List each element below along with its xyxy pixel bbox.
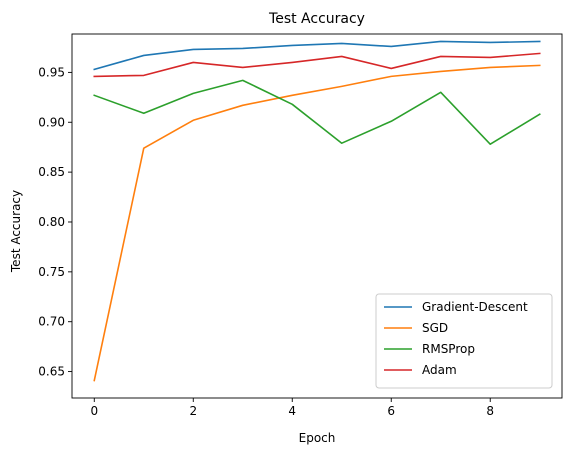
x-axis-label: Epoch xyxy=(299,431,336,445)
series-line-sgd xyxy=(93,64,541,382)
y-tick-label: 0.90 xyxy=(38,115,65,129)
series-line-adam xyxy=(93,52,541,78)
plot-frame xyxy=(71,33,563,399)
legend: Gradient-Descent SGD RMSProp Adam xyxy=(375,293,553,389)
legend-box xyxy=(375,293,553,389)
x-tick-label: 4 xyxy=(288,404,296,418)
legend-label-sgd: SGD xyxy=(422,321,448,335)
x-tick-label: 0 xyxy=(90,404,98,418)
chart-title: Test Accuracy xyxy=(268,11,365,27)
y-tick-label: 0.80 xyxy=(38,215,65,229)
y-tick-label: 0.70 xyxy=(38,315,65,329)
y-tick-label: 0.75 xyxy=(38,265,65,279)
legend-label-rmsprop: RMSProp xyxy=(422,342,475,356)
y-tick-label: 0.85 xyxy=(38,165,65,179)
series-line-rmsprop xyxy=(93,79,541,145)
plot-area: 0 2 4 6 8 0.65 0.70 0.75 0.80 0.85 0.90 0.95 Gradien… xyxy=(38,33,563,418)
x-tick-label: 2 xyxy=(189,404,197,418)
x-tick-label: 8 xyxy=(486,404,494,418)
series-line-gradient-descent xyxy=(93,40,541,71)
legend-label-adam: Adam xyxy=(422,363,457,377)
y-tick-label: 0.65 xyxy=(38,365,65,379)
legend-label-gradient-descent: Gradient-Descent xyxy=(422,300,528,314)
y-tick-label: 0.95 xyxy=(38,65,65,79)
x-tick-label: 6 xyxy=(387,404,395,418)
y-axis-label: Test Accuracy xyxy=(9,190,23,273)
